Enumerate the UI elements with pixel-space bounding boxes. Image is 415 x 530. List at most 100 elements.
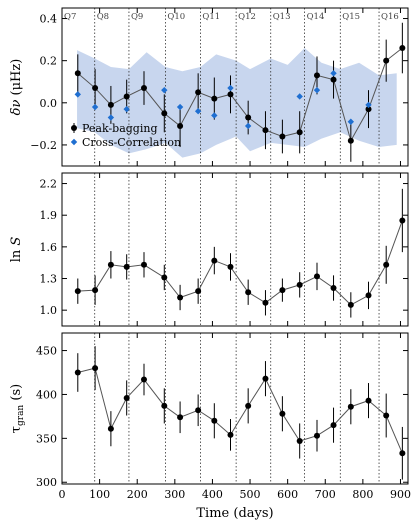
data-point [347,301,354,308]
data-point [347,403,354,410]
quarter-label: Q12 [238,12,256,22]
y-axis-title: τgran (s) [9,384,26,433]
data-point [383,57,390,64]
data-point [161,274,168,281]
data-point [107,114,115,121]
data-point [227,263,234,270]
data-point [123,93,130,100]
series-data [74,346,406,480]
data-point [123,263,130,270]
data-point [177,414,184,421]
quarter-label: Q14 [307,12,325,22]
data-point [279,133,286,140]
panel-frequency-shift: Q7 Q8 Q9 Q10 Q11 Q12 Q13 Q14 Q15 Q16 −0.2 0.0 0.2 0.4… [9,7,409,167]
data-point [296,281,303,288]
y-tick-label: 300 [36,476,57,489]
series-data [74,188,406,318]
quarter-label: Q13 [273,12,291,22]
data-point [313,72,320,79]
data-point [279,410,286,417]
data-point [347,137,354,144]
data-point [227,84,234,92]
data-point [92,85,99,92]
data-point [211,417,218,424]
data-point [365,292,372,299]
data-point [195,89,202,96]
data-point [107,261,114,268]
data-point [227,91,234,98]
series-line [77,47,403,143]
data-point [211,257,218,264]
data-point [176,103,184,111]
panel-ln-s: 1.0 1.3 1.6 1.9 2.2 ln S [9,172,409,327]
plot-area [74,333,406,484]
data-point [399,450,406,457]
y-tick-label: 0.0 [40,97,58,110]
data-point [330,422,337,429]
quarter-label: Q9 [131,12,143,22]
data-point [161,86,168,94]
legend-entry-label: Peak-bagging [82,122,158,135]
data-point [107,425,114,432]
quarter-label: Q8 [97,12,109,22]
y-tick-label: 1.0 [40,304,58,317]
data-point [177,122,184,129]
data-point [123,394,130,401]
y-tick-label: 2.2 [40,178,58,191]
panel-granulation-timescale: 300 350 400 450 0 100 200 300 400 500 600 700 800 900… [9,332,411,501]
x-axis-title: Time (days) [196,506,273,521]
y-tick-label: −0.2 [30,139,57,152]
data-point [399,217,406,224]
y-tick-label: 400 [36,388,57,401]
data-point [330,285,337,292]
y-axis-title: ln S [9,237,24,263]
data-point [245,402,252,409]
x-tick-label: 600 [277,488,298,501]
y-tick-label: 0.4 [40,13,58,26]
data-point [194,108,202,115]
data-point [399,45,406,52]
data-point [92,365,99,372]
axes-frame [61,332,409,485]
data-point [140,85,147,92]
y-tick-label: 450 [36,345,57,358]
x-tick-label: 500 [240,488,261,501]
data-point [313,432,320,439]
data-point [262,375,269,382]
y-tick-label: 1.6 [40,241,58,254]
quarter-label: Q15 [342,12,360,22]
quarter-label: Q16 [381,12,399,22]
x-tick-label: 0 [59,488,66,501]
data-point [211,95,218,102]
data-point [245,289,252,296]
data-point [383,261,390,268]
legend-marker [70,138,78,146]
y-tick-label: 0.2 [40,55,58,68]
data-point [245,114,252,121]
data-point [177,294,184,301]
data-point [365,397,372,404]
y-tick-label: 350 [36,432,57,445]
plot-area [74,173,406,326]
series-line [77,367,403,454]
x-tick-label: 900 [390,488,411,501]
data-point [279,287,286,294]
plot-area: Q7 Q8 Q9 Q10 Q11 Q12 Q13 Q14 Q15 Q16 [64,8,406,166]
data-point [347,118,355,125]
data-point [365,101,372,109]
data-point [195,288,202,295]
data-point [123,105,130,113]
x-tick-label: 200 [127,488,148,501]
data-point [74,369,81,376]
data-point [140,376,147,383]
data-point [211,112,218,119]
quarter-label: Q11 [202,12,220,22]
data-point [92,287,99,294]
x-tick-label: 100 [89,488,110,501]
data-point [74,70,81,77]
data-point [161,402,168,409]
data-point [91,103,99,111]
data-point [313,86,321,94]
